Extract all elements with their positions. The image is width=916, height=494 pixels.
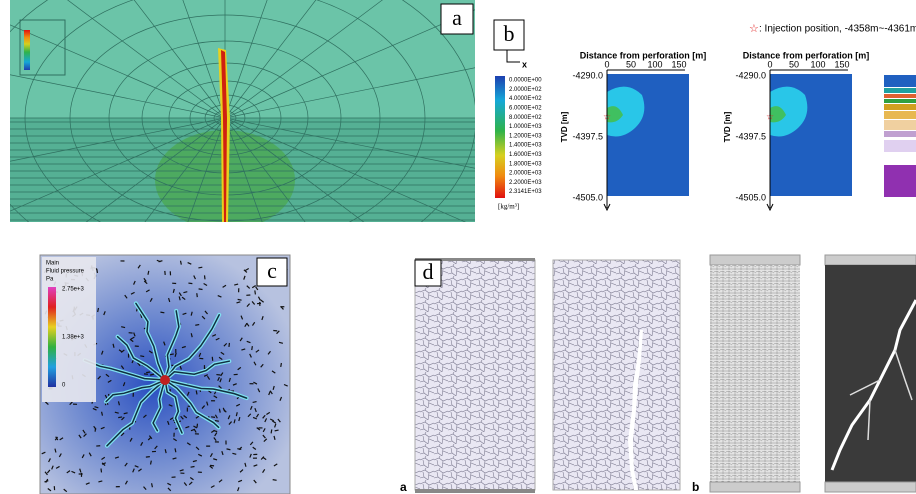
- particle: [273, 480, 277, 481]
- legend-value: 1.8000E+03: [509, 161, 542, 167]
- subplot: ☆Distance from perforation [m]050100150-…: [560, 50, 706, 210]
- partial-legend: [884, 75, 916, 197]
- x-tick-label: 0: [767, 59, 772, 69]
- particle: [199, 289, 203, 290]
- y-tick-label: -4290.0: [572, 70, 603, 80]
- panel-label: a: [452, 5, 462, 30]
- particle: [160, 312, 164, 313]
- legend-value: 2.0000E+02: [509, 87, 542, 93]
- legend-value: 1.6000E+03: [509, 152, 542, 158]
- particle: [140, 356, 144, 357]
- particle: [255, 290, 256, 294]
- y-tick-label: -4397.5: [735, 131, 766, 141]
- annotation: : Injection position, -4358m~-4361m: [759, 24, 916, 35]
- panel-label: d: [423, 259, 434, 284]
- legend-value: 2.3141E+03: [509, 189, 542, 195]
- particle: [146, 372, 150, 373]
- particle: [215, 421, 219, 422]
- panel-label: b: [504, 21, 515, 46]
- y-tick-label: -4290.0: [735, 70, 766, 80]
- legend-value: 0.0000E+00: [509, 78, 542, 84]
- legend-unit: Pa: [46, 277, 54, 283]
- particle: [253, 402, 257, 403]
- x-tick-label: 100: [810, 59, 825, 69]
- legend-value: 2.2000E+03: [509, 180, 542, 186]
- particle: [275, 430, 279, 431]
- y-tick-label: -4505.0: [572, 192, 603, 202]
- legend-unit: [kg/m³]: [498, 203, 519, 211]
- particle: [170, 354, 174, 355]
- particle: [211, 417, 215, 418]
- y-axis-label: TVD [m]: [723, 111, 732, 142]
- legend-tick: 1.38e+3: [62, 335, 85, 341]
- particle: [97, 269, 98, 273]
- y-axis-label: TVD [m]: [560, 111, 569, 142]
- particle: [195, 325, 199, 326]
- legend-value: 1.4000E+03: [509, 143, 542, 149]
- axis-label: x: [522, 59, 527, 69]
- legend-value: 8.0000E+02: [509, 115, 542, 121]
- particle: [101, 468, 102, 472]
- particle: [198, 267, 202, 268]
- y-tick-label: -4397.5: [572, 131, 603, 141]
- particle: [237, 449, 241, 450]
- particle: [151, 461, 152, 465]
- legend-value: 4.0000E+02: [509, 96, 542, 102]
- particle: [204, 275, 205, 279]
- particle: [152, 483, 153, 487]
- figure: a b x ☆ : Injection position, -4358m~-43…: [0, 0, 916, 494]
- x-tick-label: 0: [604, 59, 609, 69]
- legend-tick: 2.75e+3: [62, 287, 85, 293]
- particle: [271, 429, 272, 433]
- x-axis-label: Distance from perforation [m]: [580, 50, 707, 60]
- x-axis-label: Distance from perforation [m]: [743, 50, 870, 60]
- particle: [148, 271, 149, 275]
- particle: [227, 449, 231, 450]
- x-tick-label: 100: [647, 59, 662, 69]
- legend-value: 1.2000E+03: [509, 133, 542, 139]
- legend-title: Main: [46, 261, 59, 267]
- x-tick-label: 150: [671, 59, 686, 69]
- star-icon: ☆: [749, 23, 759, 35]
- x-tick-label: 50: [626, 59, 636, 69]
- legend-value: 6.0000E+02: [509, 105, 542, 111]
- x-tick-label: 50: [789, 59, 799, 69]
- legend-value: 2.0000E+03: [509, 171, 542, 177]
- particle: [118, 417, 122, 418]
- particle: [191, 467, 195, 468]
- particle: [196, 391, 197, 395]
- particle: [238, 299, 242, 300]
- panel-d: d a b: [400, 255, 916, 494]
- x-tick-label: 150: [834, 59, 849, 69]
- y-tick-label: -4505.0: [735, 192, 766, 202]
- panel-c: Main Fluid pressure Pa 2.75e+3 1.38e+3 0…: [40, 255, 290, 494]
- particle: [181, 261, 182, 265]
- legend-variable: Fluid pressure: [46, 269, 85, 275]
- injection-point: [160, 375, 170, 385]
- particle: [252, 346, 253, 350]
- particle: [175, 448, 176, 452]
- particle: [188, 283, 192, 284]
- particle: [197, 293, 198, 297]
- particle: [219, 409, 220, 413]
- particle: [98, 308, 99, 312]
- panel-label: c: [267, 258, 277, 283]
- panel-b: b x ☆ : Injection position, -4358m~-4361…: [494, 20, 916, 211]
- particle: [281, 363, 282, 367]
- legend-value: 1.0000E+03: [509, 124, 542, 130]
- sub-label: a: [400, 480, 407, 494]
- sub-label: b: [692, 480, 699, 494]
